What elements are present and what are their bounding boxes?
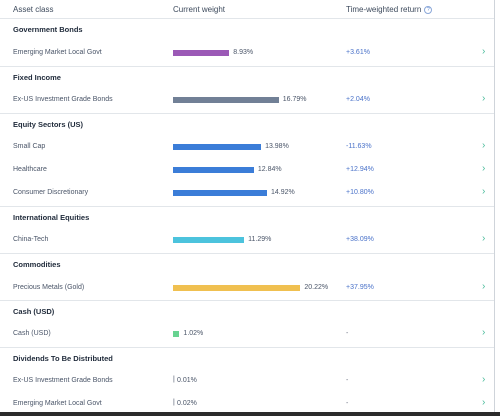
weight-bar	[173, 331, 180, 337]
weight-percent: 0.02%	[177, 400, 197, 407]
chevron-right-icon[interactable]: ›	[482, 327, 486, 338]
weight-bar	[173, 190, 267, 196]
asset-row[interactable]: Ex-US Investment Grade Bonds 16.79% +2.04%…	[0, 89, 494, 111]
asset-name: Healthcare	[13, 166, 47, 173]
weight-percent: 20.22%	[304, 284, 329, 291]
asset-name: Emerging Market Local Govt	[13, 400, 102, 407]
category-title: Dividends To Be Distributed	[13, 354, 113, 363]
weight-bar	[173, 97, 279, 103]
category-header: Equity Sectors (US)	[0, 113, 494, 132]
chevron-right-icon[interactable]: ›	[482, 233, 486, 244]
weight-percent: 1.02%	[183, 330, 204, 337]
category-title: Fixed Income	[13, 73, 61, 82]
return-value: +38.09%	[346, 236, 374, 243]
return-value: +3.61%	[346, 49, 370, 56]
weight-percent: 0.01%	[177, 377, 197, 384]
category-header: International Equities	[0, 206, 494, 225]
category-title: Commodities	[13, 260, 61, 269]
return-value: -	[346, 400, 349, 407]
weight-percent: 8.93%	[233, 49, 254, 56]
info-icon[interactable]: ?	[424, 5, 433, 14]
asset-row[interactable]: Emerging Market Local Govt | 0.02% - ›	[0, 393, 494, 412]
return-value: +10.80%	[346, 189, 374, 196]
chevron-right-icon[interactable]: ›	[482, 163, 486, 174]
category-header: Cash (USD)	[0, 300, 494, 319]
weight-bar	[173, 285, 301, 291]
chevron-right-icon[interactable]: ›	[482, 374, 486, 385]
time-weighted-return-label: Time-weighted return	[346, 5, 422, 14]
category-title: Government Bonds	[13, 25, 83, 34]
return-value: -	[346, 330, 349, 337]
asset-row[interactable]: Cash (USD) 1.02% - ›	[0, 323, 494, 345]
return-value: +37.95%	[346, 284, 374, 291]
category-header: Dividends To Be Distributed	[0, 347, 494, 366]
return-value: -11.63%	[346, 143, 372, 150]
asset-row[interactable]: Small Cap 13.98% -11.63% ›	[0, 136, 494, 158]
asset-row[interactable]: Precious Metals (Gold) 20.22% +37.95% ›	[0, 277, 494, 299]
chevron-right-icon[interactable]: ›	[482, 186, 486, 197]
weight-marker: |	[173, 399, 175, 406]
asset-name: Small Cap	[13, 143, 46, 150]
asset-name: China-Tech	[13, 236, 49, 243]
weight-bar	[173, 144, 262, 150]
asset-name: Precious Metals (Gold)	[13, 284, 85, 291]
current-weight-header: Current weight	[173, 5, 226, 14]
category-title: International Equities	[13, 213, 90, 222]
asset-class-header: Asset class	[13, 5, 54, 14]
weight-percent: 14.92%	[270, 189, 295, 196]
category-header: Fixed Income	[0, 66, 494, 85]
table-header: Asset class Current weight Time-weighted…	[0, 0, 494, 19]
chevron-right-icon[interactable]: ›	[482, 46, 486, 57]
weight-percent: 16.79%	[282, 96, 307, 103]
weight-percent: 12.84%	[257, 166, 282, 173]
weight-percent: 13.98%	[265, 143, 289, 150]
weight-marker: |	[173, 376, 175, 383]
return-value: -	[346, 377, 349, 384]
asset-name: Consumer Discretionary	[13, 189, 89, 196]
asset-row[interactable]: Emerging Market Local Govt 8.93% +3.61% ›	[0, 42, 494, 64]
chevron-right-icon[interactable]: ›	[482, 397, 486, 408]
chevron-right-icon[interactable]: ›	[482, 140, 486, 151]
weight-bar	[173, 50, 230, 56]
asset-name: Ex-US Investment Grade Bonds	[13, 96, 113, 103]
asset-name: Ex-US Investment Grade Bonds	[13, 377, 113, 384]
asset-row[interactable]: Healthcare 12.84% +12.94% ›	[0, 159, 494, 181]
asset-name: Emerging Market Local Govt	[13, 49, 102, 56]
chevron-right-icon[interactable]: ›	[482, 93, 486, 104]
weight-bar	[173, 167, 254, 173]
return-value: +2.04%	[346, 96, 370, 103]
asset-row[interactable]: Consumer Discretionary 14.92% +10.80% ›	[0, 182, 494, 204]
category-header: Government Bonds	[0, 18, 494, 37]
asset-row[interactable]: China-Tech 11.29% +38.09% ›	[0, 229, 494, 251]
bottom-divider	[0, 412, 500, 416]
asset-row[interactable]: Ex-US Investment Grade Bonds | 0.01% - ›	[0, 370, 494, 392]
asset-name: Cash (USD)	[13, 330, 51, 337]
category-title: Equity Sectors (US)	[13, 120, 84, 129]
time-weighted-return-header: Time-weighted return?	[346, 5, 433, 14]
category-header: Commodities	[0, 253, 494, 272]
chevron-right-icon[interactable]: ›	[482, 281, 486, 292]
weight-bar	[173, 237, 245, 243]
return-value: +12.94%	[346, 166, 374, 173]
weight-percent: 11.29%	[248, 236, 272, 243]
category-title: Cash (USD)	[13, 307, 55, 316]
